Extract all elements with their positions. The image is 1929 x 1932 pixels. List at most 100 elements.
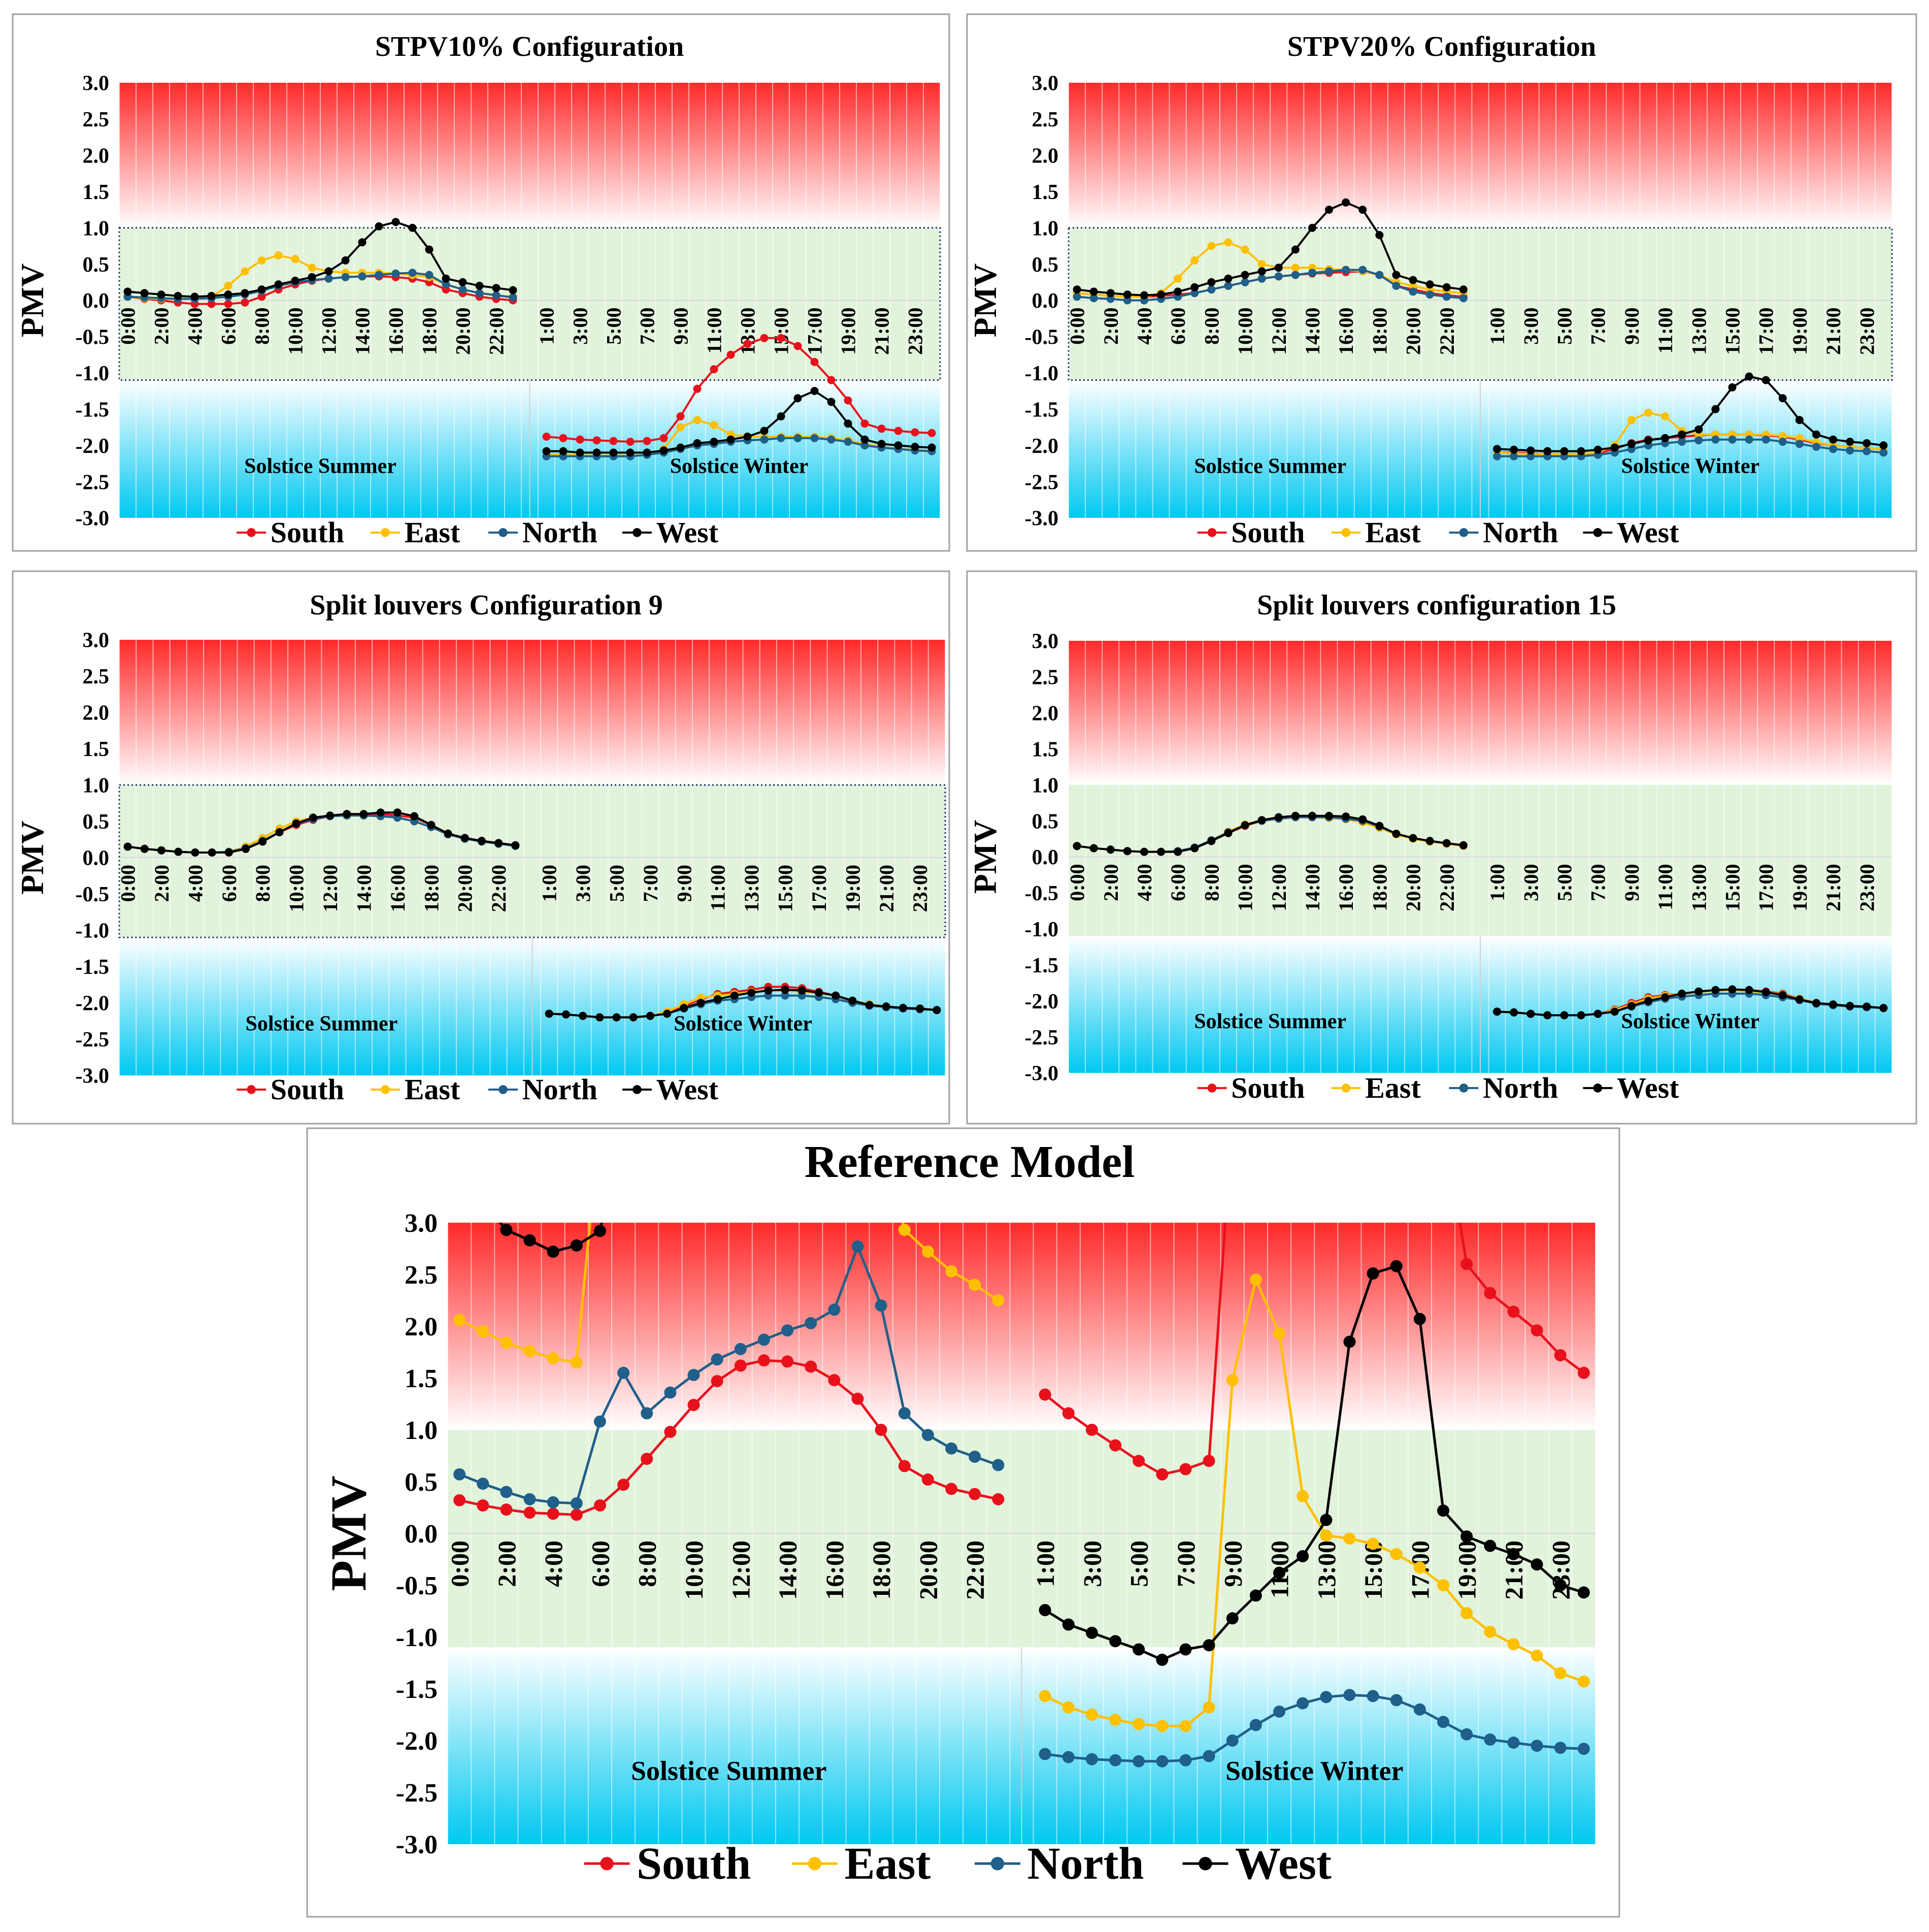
- legend-swatch-marker: [381, 528, 390, 537]
- data-point-west: [375, 222, 383, 231]
- x-tick-label-summer: 0:00: [117, 865, 140, 902]
- y-tick-label: 1.0: [405, 1416, 438, 1445]
- data-point-north: [1711, 435, 1720, 444]
- data-point-east: [1367, 1537, 1379, 1550]
- data-point-east: [921, 1246, 934, 1258]
- data-point-east: [1531, 1649, 1543, 1662]
- x-tick-label-winter: 17:00: [808, 865, 830, 912]
- data-point-west: [710, 438, 718, 446]
- legend-label: East: [405, 1073, 460, 1106]
- y-tick-label: 0.0: [405, 1520, 438, 1549]
- data-point-north: [341, 273, 350, 281]
- data-point-north: [1554, 1742, 1567, 1754]
- data-point-south: [570, 1509, 583, 1521]
- data-point-west: [760, 427, 769, 435]
- data-point-east: [1109, 1714, 1122, 1726]
- data-point-east: [898, 1224, 911, 1236]
- x-tick-label-winter: 3:00: [1519, 308, 1542, 345]
- data-point-west: [1507, 1548, 1520, 1560]
- data-point-east: [969, 1279, 981, 1291]
- x-tick-label-winter: 9:00: [673, 865, 695, 902]
- data-point-east: [1257, 260, 1266, 269]
- data-point-east: [1661, 412, 1670, 420]
- chart-1: STPV10% Configuration 3.0 2.5 2.0 1.5 1.0 0.5 0…: [12, 13, 950, 552]
- data-point-north: [1343, 1689, 1356, 1701]
- x-tick-label-summer: 12:00: [726, 1541, 755, 1600]
- x-tick-label-summer: 2:00: [1100, 308, 1122, 345]
- x-tick-label-winter: 21:00: [1822, 308, 1845, 355]
- data-point-north: [1829, 445, 1838, 453]
- data-point-west: [1510, 445, 1518, 454]
- data-point-north: [1342, 266, 1350, 274]
- data-point-south: [828, 1374, 841, 1387]
- data-point-west: [595, 1013, 604, 1022]
- x-tick-label-summer: 2:00: [492, 1541, 521, 1587]
- data-point-west: [1106, 289, 1115, 298]
- data-point-west: [559, 447, 568, 455]
- data-point-west: [1358, 206, 1367, 214]
- data-point-north: [781, 991, 789, 1000]
- x-tick-label-winter: 15:00: [774, 865, 797, 912]
- x-tick-label-winter: 17:00: [804, 308, 826, 355]
- x-tick-label-winter: 19:00: [1453, 1541, 1481, 1600]
- y-tick-label: 3.0: [1032, 72, 1059, 95]
- data-point-west: [1661, 993, 1670, 1002]
- data-point-south: [992, 1493, 1005, 1505]
- x-tick-label-winter: 9:00: [1620, 864, 1643, 901]
- data-point-north: [757, 1333, 770, 1346]
- legend-label: East: [1365, 516, 1421, 549]
- x-tick-label-winter: 3:00: [1078, 1541, 1106, 1587]
- data-point-west: [927, 443, 936, 452]
- data-point-west: [1308, 223, 1316, 232]
- y-tick-label: -2.0: [76, 992, 110, 1016]
- data-point-north: [492, 291, 501, 300]
- segment-label-summer: Solstice Summer: [246, 1012, 398, 1035]
- y-tick-label: -1.5: [1025, 398, 1059, 421]
- y-tick-label: -2.5: [1025, 471, 1059, 494]
- data-point-west: [224, 848, 233, 857]
- data-point-west: [561, 1010, 570, 1019]
- data-point-west: [140, 844, 149, 853]
- x-tick-label-summer: 16:00: [1335, 864, 1357, 911]
- data-point-south: [257, 292, 266, 301]
- comfort-zone-band: [1069, 784, 1892, 936]
- data-point-south: [1531, 1324, 1543, 1337]
- data-point-north: [324, 274, 333, 283]
- data-point-west: [643, 448, 651, 457]
- x-tick-label-summer: 2:00: [150, 308, 173, 345]
- data-point-north: [1133, 1755, 1145, 1767]
- data-point-north: [1413, 1703, 1426, 1716]
- legend-item-west: West: [1583, 1071, 1679, 1104]
- data-point-west: [157, 846, 165, 855]
- data-point-west: [1812, 430, 1820, 439]
- data-point-east: [1291, 264, 1300, 272]
- data-point-east: [1409, 281, 1417, 290]
- x-tick-label-winter: 13:00: [1312, 1541, 1341, 1600]
- data-point-north: [523, 1493, 536, 1505]
- chart-title: Split louvers configuration 15: [1257, 590, 1616, 621]
- data-point-west: [190, 292, 199, 301]
- legend-item-south: South: [584, 1839, 751, 1889]
- data-point-west: [1375, 822, 1384, 830]
- data-point-north: [1190, 289, 1199, 298]
- x-tick-label-winter: 23:00: [904, 308, 927, 355]
- data-point-south: [810, 357, 819, 366]
- data-point-west: [308, 273, 316, 281]
- data-point-south: [726, 350, 735, 359]
- legend-item-west: West: [622, 516, 719, 549]
- data-point-west: [425, 245, 434, 254]
- x-tick-label-winter: 9:00: [1218, 1541, 1247, 1587]
- data-point-north: [1073, 292, 1081, 301]
- data-point-north: [1778, 438, 1787, 446]
- x-tick-label-winter: 15:00: [770, 308, 793, 355]
- data-point-west: [1089, 287, 1098, 296]
- data-point-west: [827, 398, 836, 406]
- data-point-north: [711, 1353, 723, 1366]
- data-point-west: [258, 837, 267, 846]
- data-point-west: [844, 419, 852, 428]
- data-point-north: [860, 441, 869, 450]
- data-point-west: [815, 989, 823, 997]
- data-point-north: [810, 434, 819, 442]
- data-point-west: [1560, 1011, 1569, 1020]
- data-point-north: [1577, 1743, 1590, 1755]
